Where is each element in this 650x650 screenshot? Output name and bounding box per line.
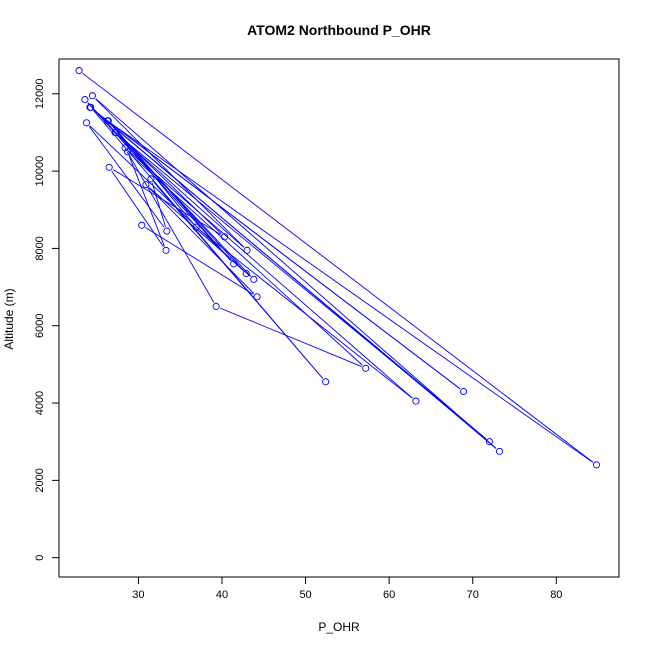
y-axis: 0 2000 4000 6000 8000 10000 12000 — [34, 78, 60, 561]
data-point — [243, 246, 251, 254]
y-axis-label: Altitude (m) — [2, 288, 16, 349]
data-point — [253, 293, 261, 301]
series-segment — [87, 102, 251, 277]
series-segment — [87, 102, 232, 261]
x-tick-label: 40 — [216, 589, 228, 601]
data-point — [212, 302, 220, 310]
data-point — [87, 103, 95, 111]
data-point — [592, 461, 600, 469]
data-point — [412, 397, 420, 405]
data-point — [162, 246, 170, 254]
x-tick-label: 70 — [467, 589, 479, 601]
data-point — [459, 387, 468, 396]
x-tick-label: 60 — [383, 589, 395, 601]
series-segment — [128, 155, 165, 247]
series-segment — [110, 123, 232, 261]
data-point — [138, 221, 146, 229]
data-point — [105, 163, 113, 171]
series-segment — [118, 135, 244, 248]
y-tick-label: 2000 — [34, 468, 46, 492]
y-tick-label: 0 — [34, 555, 46, 561]
series-segment — [95, 98, 497, 449]
data-point — [81, 96, 89, 104]
series-segment — [153, 181, 324, 379]
series-segment — [88, 126, 165, 228]
data-point — [147, 175, 155, 183]
x-axis: 30 40 50 60 70 80 — [132, 576, 562, 601]
series-segment — [95, 98, 245, 248]
series-points — [75, 67, 600, 469]
data-point — [485, 438, 494, 446]
series-segment — [93, 109, 497, 449]
series-segment — [220, 307, 362, 367]
series-segment — [128, 150, 413, 399]
y-tick-label: 6000 — [34, 313, 46, 337]
series-segment — [148, 187, 255, 294]
data-point — [163, 227, 171, 235]
series-segment — [149, 187, 251, 277]
series-segment — [199, 229, 413, 399]
series-segment — [110, 123, 594, 463]
data-point — [123, 148, 132, 156]
data-point — [75, 67, 83, 75]
data-point — [230, 260, 238, 268]
data-point — [142, 181, 150, 189]
data-point — [250, 275, 258, 283]
y-tick-label: 8000 — [34, 236, 46, 260]
data-point — [121, 144, 129, 152]
data-point — [362, 364, 370, 372]
data-point — [83, 119, 91, 127]
data-point — [88, 92, 96, 100]
series-segment — [93, 109, 461, 390]
data-point — [220, 233, 229, 241]
data-point — [192, 223, 200, 231]
x-tick-label: 50 — [299, 589, 311, 601]
y-tick-label: 4000 — [34, 391, 46, 415]
series-lines — [82, 72, 594, 463]
series-segment — [145, 227, 254, 295]
x-tick-label: 30 — [132, 589, 144, 601]
chart-title: ATOM2 Northbound P_OHR — [247, 22, 431, 38]
series-segment — [126, 151, 215, 303]
data-point — [495, 447, 504, 455]
series-segment — [151, 183, 166, 227]
series-segment — [111, 170, 164, 247]
x-axis-label: P_OHR — [318, 620, 360, 634]
data-point — [112, 128, 120, 136]
series-segment — [112, 169, 221, 235]
data-point — [242, 269, 250, 278]
y-tick-label: 10000 — [34, 156, 46, 187]
y-tick-label: 12000 — [34, 78, 46, 109]
series-segment — [82, 72, 594, 463]
data-point — [104, 117, 112, 125]
data-point — [322, 378, 330, 386]
x-tick-label: 80 — [550, 589, 562, 601]
